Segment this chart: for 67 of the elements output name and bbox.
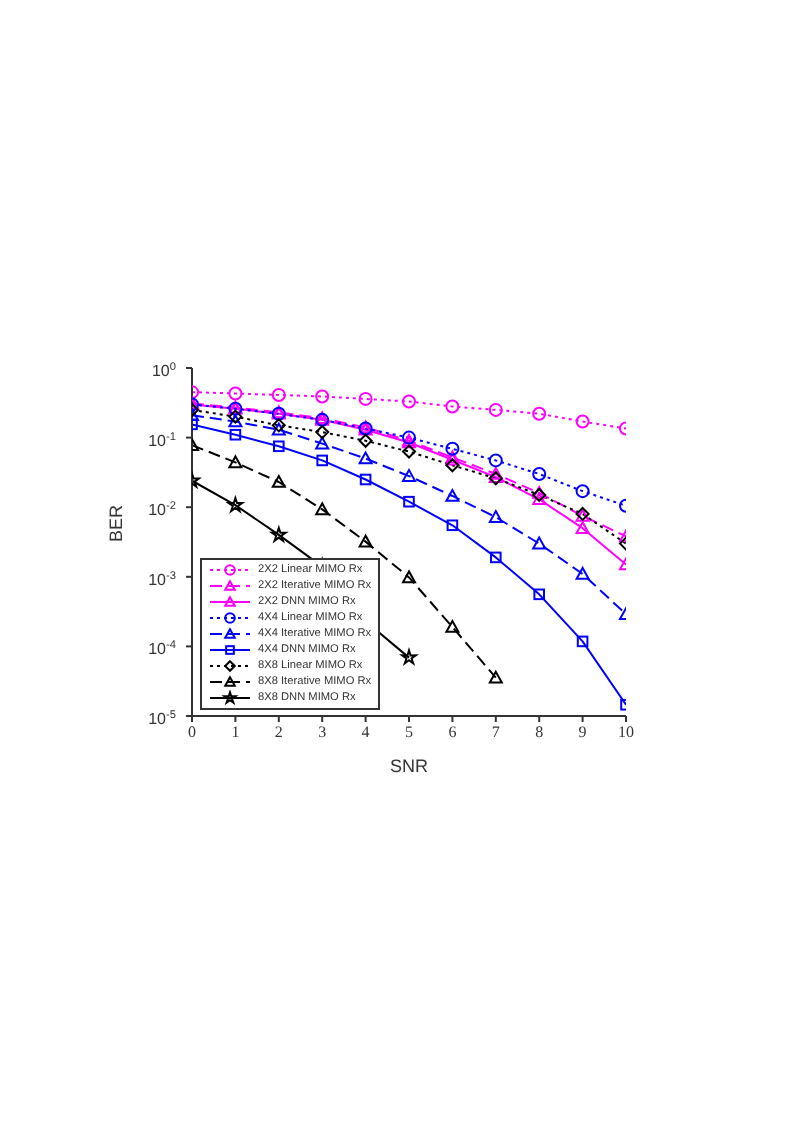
x-tick-label: 1 [231, 723, 240, 742]
point [402, 394, 416, 409]
y-tick-label: 10$^{-4}$ [148, 640, 176, 659]
point [575, 484, 590, 499]
point [358, 433, 373, 448]
y-tick-label: 10$^{-3}$ [148, 570, 176, 589]
point [358, 534, 373, 548]
point [445, 488, 460, 502]
point [229, 428, 242, 441]
point [228, 414, 243, 428]
point [228, 386, 243, 401]
x-tick-label: 10 [618, 723, 634, 742]
point [576, 635, 589, 648]
point [446, 519, 459, 532]
point [532, 492, 547, 506]
point [358, 391, 373, 406]
point [315, 425, 330, 440]
point [575, 414, 590, 429]
point [402, 469, 416, 482]
point [270, 526, 287, 542]
y-tick-label: 10$^{0}$ [151, 362, 176, 380]
point [271, 422, 286, 436]
x-tick-label: 8 [535, 723, 544, 742]
point [228, 455, 243, 469]
y-tick-label: 10$^{-5}$ [148, 710, 176, 728]
point [316, 454, 328, 467]
point [575, 566, 590, 580]
point [358, 451, 373, 465]
y-axis-title: BER [106, 503, 127, 542]
x-axis-title: SNR [389, 756, 429, 776]
point [490, 551, 502, 564]
point [445, 399, 460, 414]
point [273, 440, 285, 453]
point [315, 502, 330, 516]
point [532, 466, 547, 481]
point [533, 588, 545, 601]
x-tick-label: 0 [188, 723, 196, 742]
point [403, 495, 415, 508]
point [445, 458, 460, 473]
point [315, 436, 330, 450]
point [488, 510, 503, 523]
x-tick-label: 4 [361, 723, 370, 742]
x-tick-label: 2 [274, 723, 283, 742]
x-tick-label: 6 [448, 723, 457, 742]
x-tick-label: 7 [491, 723, 500, 742]
point [488, 670, 503, 684]
x-tick-label: 3 [318, 723, 327, 742]
point [271, 475, 286, 488]
y-tick-label: 10$^{-2}$ [148, 501, 176, 520]
point [575, 521, 590, 534]
point [271, 387, 286, 402]
point [359, 473, 372, 486]
point [315, 389, 330, 404]
point [532, 536, 547, 550]
point [402, 444, 416, 459]
point [402, 570, 416, 584]
point [401, 649, 417, 665]
x-tick-label: 9 [578, 723, 587, 742]
point [445, 441, 460, 456]
point [227, 496, 244, 512]
point [445, 620, 460, 633]
point [488, 453, 503, 468]
point [532, 406, 547, 421]
point [488, 402, 503, 417]
x-tick-label: 5 [405, 723, 413, 742]
y-tick-label: 10$^{-1}$ [148, 431, 176, 450]
point [488, 466, 503, 480]
